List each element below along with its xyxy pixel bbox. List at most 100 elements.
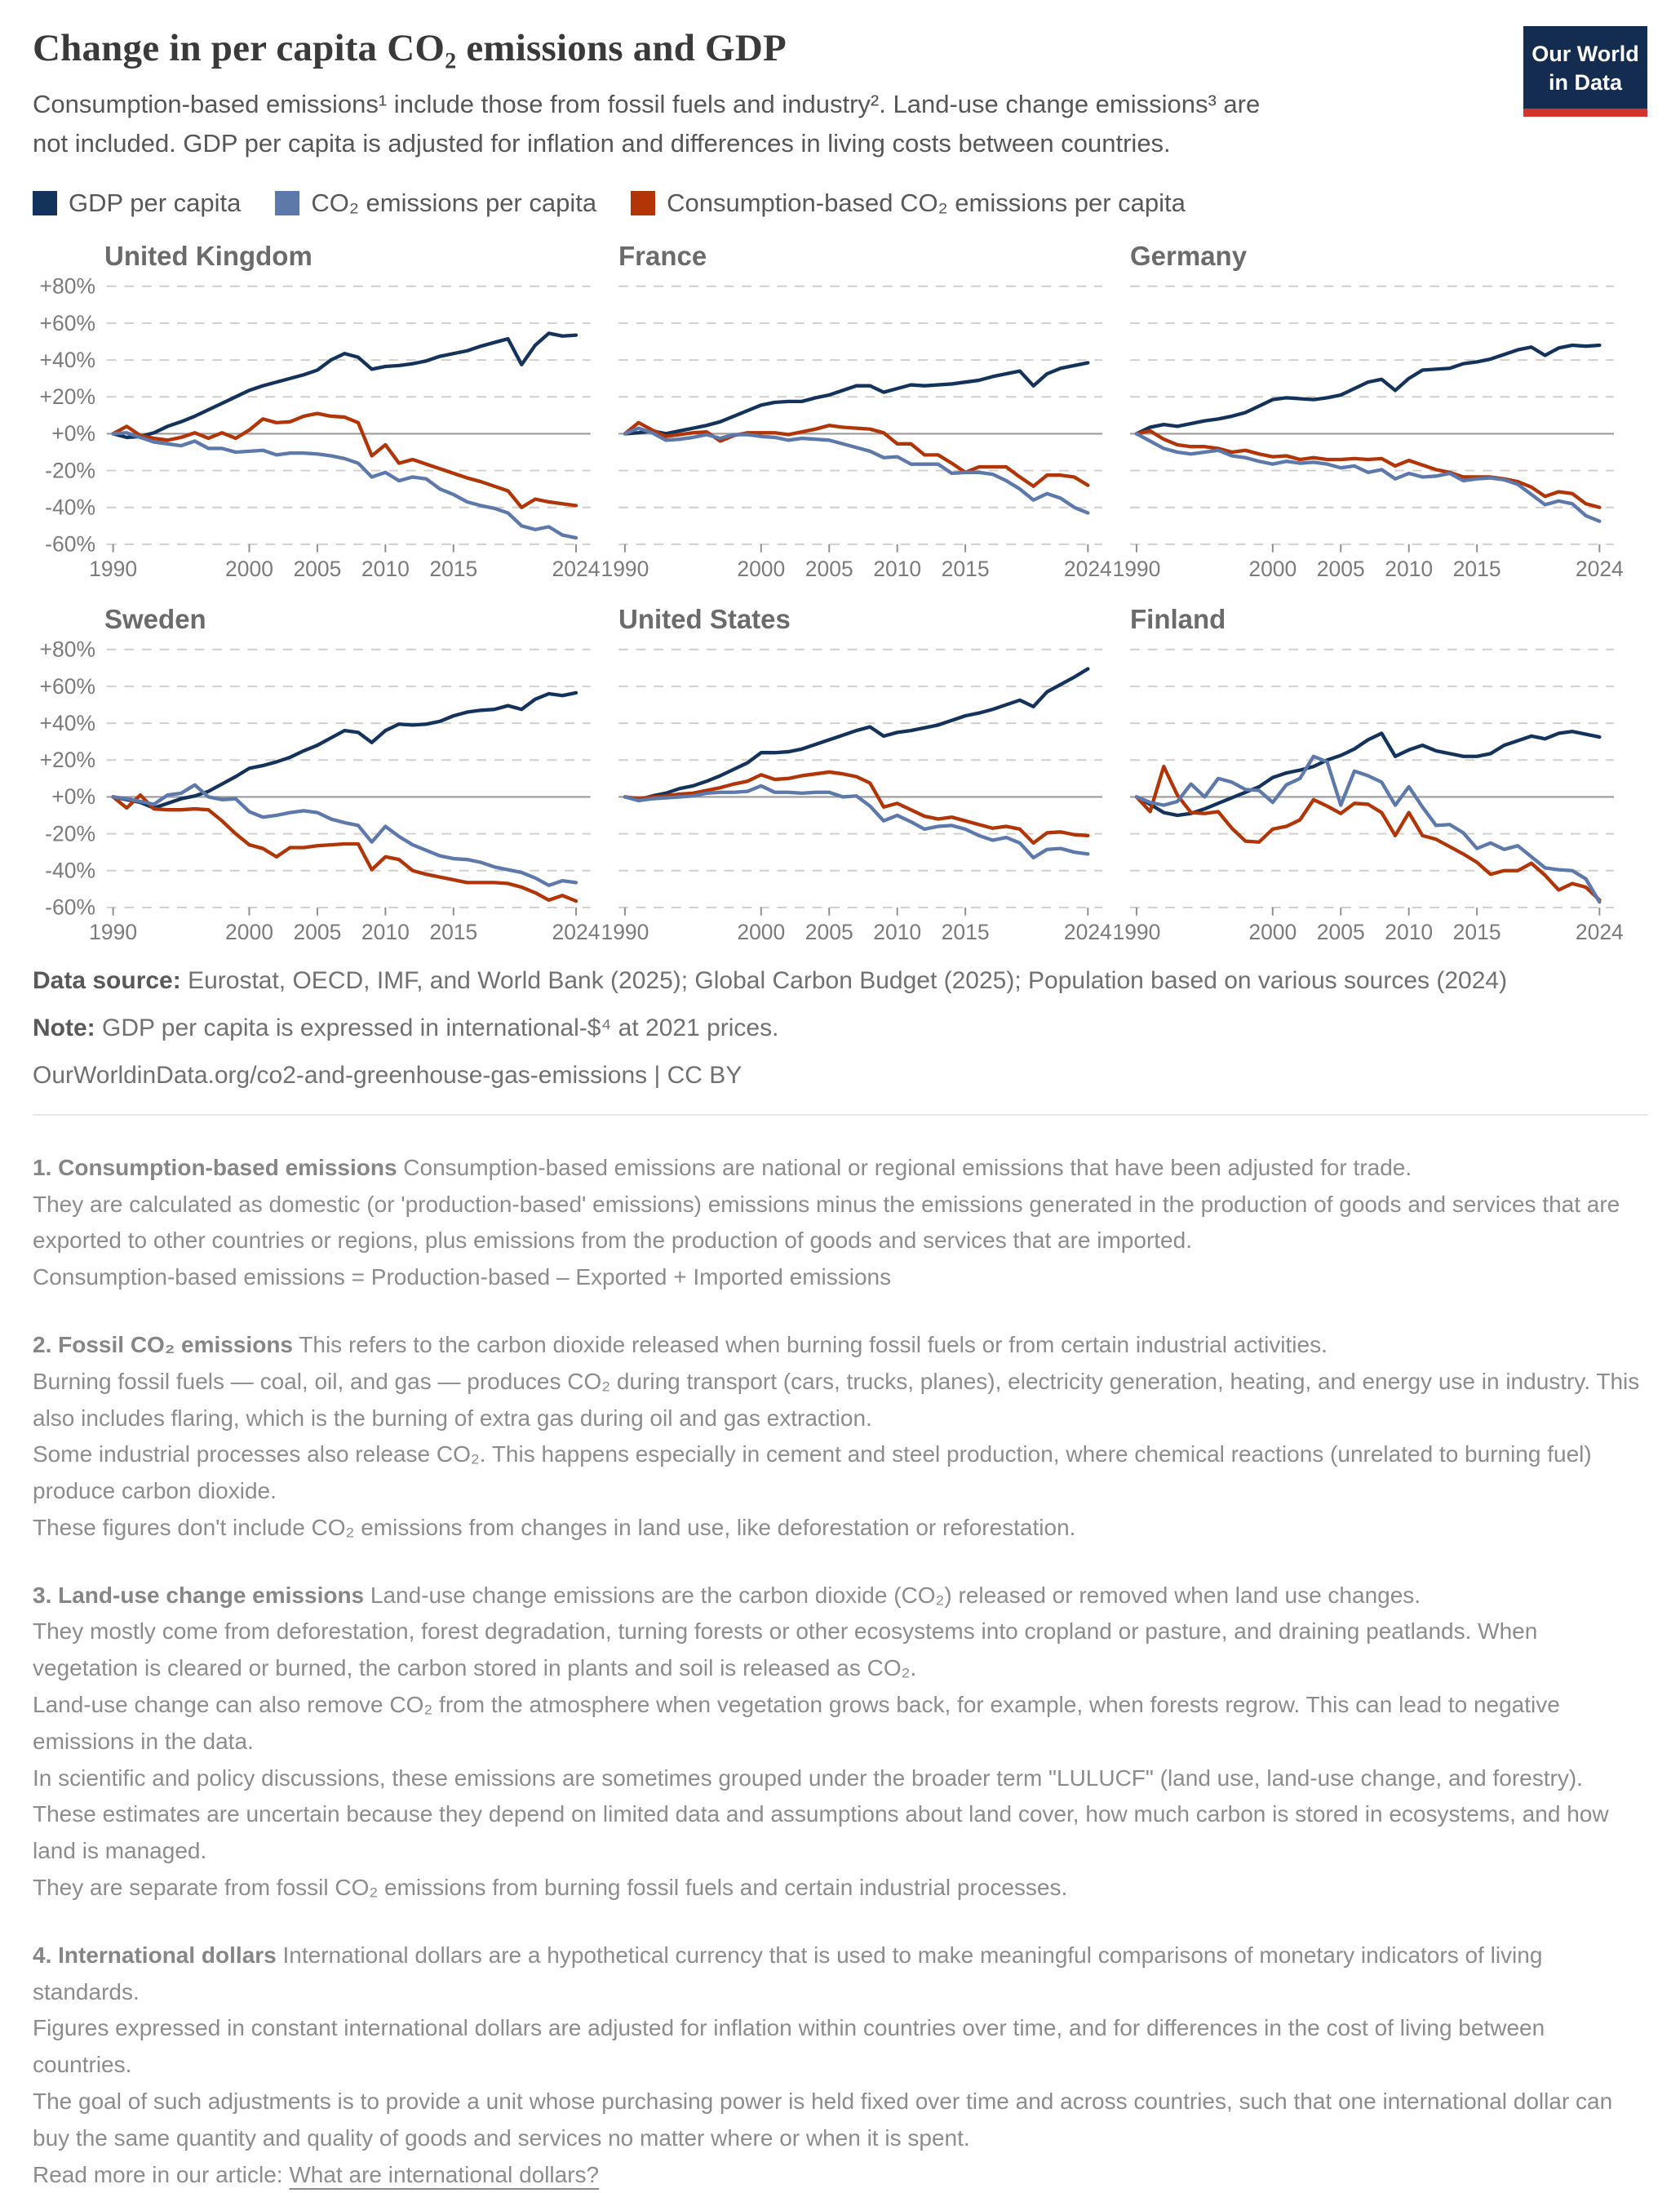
x-axis-label: 2010	[1385, 557, 1433, 581]
note-label: Note:	[33, 1014, 95, 1041]
panel-germany: Germany 1990 2000 2005 2010 2015 2024	[1112, 241, 1624, 583]
x-axis-label: 2015	[1453, 557, 1501, 581]
legend-label: Consumption-based CO₂ emissions per capi…	[667, 188, 1186, 217]
panel-united-kingdom: United Kingdom +80% +60% +40% +20% +0% -20% -40…	[33, 240, 600, 583]
consumption-line	[1134, 764, 1602, 902]
x-axis-label: 2024	[1064, 557, 1112, 581]
y-axis-label: -20%	[45, 821, 95, 846]
x-axis-label: 2015	[942, 920, 990, 944]
chart-row: United Kingdom +80% +60% +40% +20% +0% -20% -40…	[33, 241, 1647, 583]
x-axis-label: 2015	[942, 557, 990, 581]
footnote-paragraph: Burning fossil fuels — coal, oil, and ga…	[33, 1368, 1640, 1431]
footnote-lead: 1. Consumption-based emissions Consumpti…	[33, 1154, 1412, 1180]
footnote-2: 2. Fossil CO₂ emissions This refers to t…	[33, 1327, 1647, 1547]
x-axis-label: 2000	[737, 557, 785, 581]
chart-united-states: 1990 2000 2005 2010 2015 2024	[601, 648, 1112, 944]
footnote-paragraph: Land-use change can also remove CO₂ from…	[33, 1692, 1560, 1754]
footnote-paragraph: These figures don't include CO₂ emission…	[33, 1514, 1076, 1540]
consumption-line	[623, 420, 1090, 488]
footnote-title: 3. Land-use change emissions	[33, 1582, 365, 1608]
legend-label: CO₂ emissions per capita	[311, 188, 597, 217]
y-axis-label: +20%	[39, 748, 95, 772]
x-axis-label: 2024	[552, 557, 601, 581]
x-axis-label: 2024	[1576, 920, 1624, 944]
x-axis-label: 2005	[1317, 920, 1365, 944]
footnote-paragraph: Consumption-based emissions = Production…	[33, 1264, 892, 1290]
chart-germany: 1990 2000 2005 2010 2015 2024	[1112, 285, 1624, 581]
co2-line	[111, 783, 578, 887]
chart-sweden: +80% +60% +40% +20% +0% -20% -40% -60%1990 2000 2…	[39, 637, 600, 944]
co2-line	[111, 430, 578, 539]
footnote-lead: 2. Fossil CO₂ emissions This refers to t…	[33, 1331, 1328, 1357]
gdp-line	[1134, 729, 1602, 817]
consumption-swatch	[631, 190, 656, 215]
footnote-3: 3. Land-use change emissions Land-use ch…	[33, 1578, 1647, 1907]
panel-france: France 1990 2000 2005 2010 2015 2024	[601, 240, 1112, 583]
chart-row: Sweden +80% +60% +40% +20% +0% -20% -40% -60% 199…	[33, 604, 1647, 946]
x-axis-label: 2015	[429, 920, 477, 944]
country-title: Sweden	[104, 603, 206, 634]
footnote-paragraph: Figures expressed in constant internatio…	[33, 2015, 1545, 2078]
x-axis-label: 2010	[361, 557, 410, 581]
x-axis-label: 2024	[552, 920, 601, 944]
x-axis-label: 2000	[1248, 920, 1297, 944]
x-axis-label: 2024	[1064, 920, 1112, 944]
owid-url: OurWorldinData.org/co2-and-greenhouse-ga…	[33, 1061, 648, 1089]
page-title: Change in per capita CO₂ emissions and G…	[33, 27, 787, 69]
footnote-paragraph: The goal of such adjustments is to provi…	[33, 2089, 1613, 2151]
chart-united-kingdom: +80% +60% +40% +20% +0% -20% -40% -60%1990 2000 2…	[39, 273, 600, 581]
legend-item-consumption: Consumption-based CO₂ emissions per capi…	[631, 189, 1186, 218]
owid-logo-box: Our World in Data	[1523, 26, 1647, 109]
country-title: United States	[618, 603, 791, 634]
y-axis-label: +80%	[39, 637, 95, 661]
license-badge: CC BY	[667, 1061, 742, 1089]
footnote-paragraph: Some industrial processes also release C…	[33, 1441, 1592, 1504]
footnote-title: 2. Fossil CO₂ emissions	[33, 1331, 293, 1357]
footnote-paragraph: They are calculated as domestic (or 'pro…	[33, 1191, 1620, 1254]
chart-header: Change in per capita CO₂ emissions and G…	[33, 26, 1647, 164]
y-axis-label: +80%	[39, 273, 95, 298]
chart-footer: Data source: Eurostat, OECD, IMF, and Wo…	[33, 967, 1647, 1090]
legend-item-co2: CO₂ emissions per capita	[275, 189, 596, 218]
panel-finland: Finland 1990 2000 2005 2010 2015 2024	[1112, 603, 1623, 946]
co2-line	[623, 426, 1090, 515]
y-axis-label: +40%	[39, 348, 95, 372]
x-axis-label: 2005	[1317, 557, 1365, 581]
country-title: Finland	[1130, 603, 1226, 634]
x-axis-label: 2015	[429, 557, 477, 581]
consumption-line	[111, 792, 578, 903]
chart-france: 1990 2000 2005 2010 2015 2024	[601, 285, 1112, 581]
logo-red-bar	[1523, 109, 1647, 118]
data-source-line: Data source: Eurostat, OECD, IMF, and Wo…	[33, 967, 1647, 995]
footnote-1: 1. Consumption-based emissions Consumpti…	[33, 1150, 1647, 1296]
read-more-line: Read more in our article: What are inter…	[33, 2161, 600, 2187]
international-dollars-link[interactable]: What are international dollars?	[289, 2161, 600, 2187]
x-axis-label: 2010	[873, 920, 921, 944]
footnote-paragraph: These estimates are uncertain because th…	[33, 1801, 1609, 1864]
gdp-line	[111, 690, 578, 810]
consumption-line	[111, 411, 578, 509]
footnote-4: 4. International dollars International d…	[33, 1938, 1647, 2193]
x-axis-label: 2010	[361, 920, 410, 944]
y-axis-label: +20%	[39, 384, 95, 409]
x-axis-label: 2010	[873, 557, 921, 581]
x-axis-label: 1990	[601, 557, 649, 581]
y-axis-label: -40%	[45, 495, 95, 519]
consumption-line	[623, 770, 1090, 845]
y-axis-label: +40%	[39, 711, 95, 735]
country-title: France	[618, 240, 707, 271]
small-multiples-grid: United Kingdom +80% +60% +40% +20% +0% -20% -40…	[33, 241, 1647, 946]
x-axis-label: 1990	[89, 920, 137, 944]
y-axis-label: -40%	[45, 858, 95, 882]
divider	[33, 1113, 1647, 1116]
country-title: United Kingdom	[104, 240, 313, 271]
x-axis-label: 2000	[225, 557, 273, 581]
y-axis-label: -60%	[45, 531, 95, 556]
x-axis-label: 2024	[1576, 557, 1624, 581]
logo-line-1: Our World	[1532, 42, 1639, 66]
x-axis-label: 2005	[805, 920, 853, 944]
panel-united-states: United States 1990 2000 2005 2010 2015 2024	[601, 603, 1112, 946]
x-axis-label: 2000	[225, 920, 273, 944]
consumption-line	[1134, 428, 1602, 509]
